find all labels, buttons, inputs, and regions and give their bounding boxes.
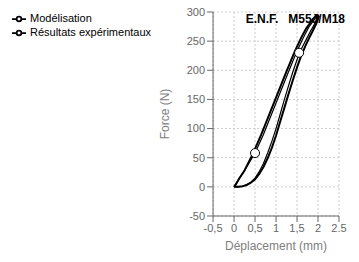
svg-text:Déplacement (mm): Déplacement (mm) (225, 239, 327, 253)
html-text:E.N.F. M55J/M18: E.N.F. M55J/M18 (245, 12, 345, 26)
html-text:Modélisation: Modélisation (30, 12, 92, 24)
svg-text:-0,5: -0,5 (204, 222, 223, 234)
svg-text:250: 250 (187, 35, 205, 47)
svg-text:0,5: 0,5 (247, 222, 262, 234)
svg-text:2.5: 2.5 (331, 222, 346, 234)
svg-text:50: 50 (193, 152, 205, 164)
svg-text:1,5: 1,5 (289, 222, 304, 234)
html-text:Résultats expérimentaux: Résultats expérimentaux (30, 26, 152, 39)
svg-text:100: 100 (187, 122, 205, 134)
svg-text:0: 0 (231, 222, 237, 234)
svg-text:2: 2 (315, 222, 321, 234)
svg-text:0: 0 (199, 181, 205, 193)
svg-text:150: 150 (187, 93, 205, 105)
svg-text:Force (N): Force (N) (158, 89, 172, 140)
svg-text:1: 1 (273, 222, 279, 234)
svg-text:300: 300 (187, 8, 205, 18)
svg-text:200: 200 (187, 64, 205, 76)
svg-text:-50: -50 (189, 210, 205, 222)
